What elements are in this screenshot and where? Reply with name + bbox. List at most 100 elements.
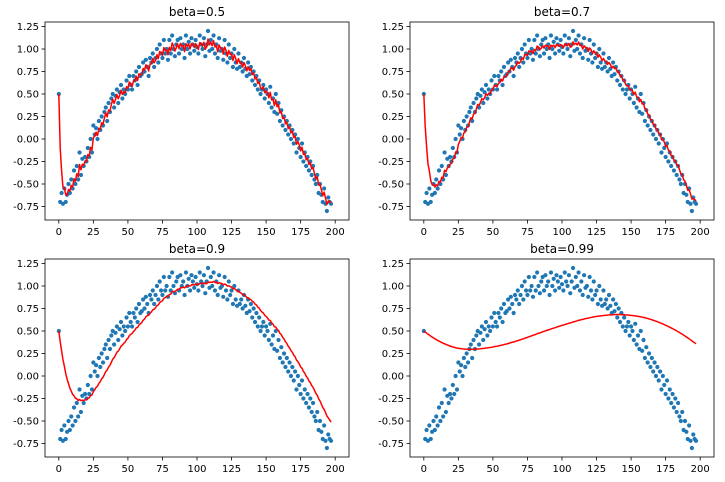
data-point — [631, 337, 636, 343]
data-point — [102, 346, 107, 352]
data-point — [514, 297, 519, 302]
data-point — [620, 87, 625, 92]
subplot-title: beta=0.9 — [169, 242, 225, 256]
data-point — [633, 84, 638, 89]
data-point — [183, 33, 189, 38]
data-point — [565, 46, 570, 52]
y-tick-label: -0.75 — [13, 202, 39, 213]
data-point — [586, 57, 591, 62]
data-point — [543, 36, 548, 41]
x-tick-label: 125 — [222, 464, 241, 475]
data-point — [240, 69, 245, 74]
data-point — [515, 288, 520, 293]
data-point — [270, 333, 276, 338]
data-point — [539, 279, 544, 284]
data-point — [438, 418, 443, 424]
data-point — [492, 310, 497, 316]
data-point — [106, 100, 111, 106]
data-point — [250, 315, 255, 320]
data-point — [247, 309, 252, 314]
data-point — [627, 333, 632, 338]
data-point — [548, 33, 554, 38]
data-point — [193, 37, 198, 43]
data-point — [200, 283, 205, 289]
data-point — [634, 342, 639, 347]
y-tick-label: 0.25 — [17, 112, 39, 123]
data-point — [67, 427, 72, 433]
data-point — [680, 409, 685, 415]
data-point — [252, 82, 258, 88]
data-point — [550, 283, 555, 289]
data-point — [492, 73, 497, 79]
data-point — [590, 60, 595, 65]
data-point — [617, 82, 623, 88]
data-point — [547, 55, 552, 61]
data-point — [536, 283, 541, 289]
data-point — [221, 294, 226, 299]
data-point — [229, 288, 234, 293]
data-point — [69, 177, 74, 182]
data-point — [147, 55, 153, 61]
data-point — [465, 360, 471, 365]
data-point — [257, 315, 262, 320]
data-point — [233, 297, 238, 302]
data-point — [290, 364, 295, 370]
data-point — [77, 387, 82, 392]
data-point — [85, 145, 90, 151]
y-tick-label: 1.00 — [382, 282, 404, 293]
x-tick-label: 150 — [622, 227, 641, 238]
data-point — [663, 154, 668, 160]
data-point — [295, 136, 300, 142]
data-point — [594, 288, 599, 293]
data-point — [655, 364, 660, 370]
data-point — [550, 46, 555, 52]
data-point — [442, 387, 447, 392]
data-point — [116, 337, 121, 343]
data-point — [187, 288, 193, 293]
data-point — [121, 324, 126, 329]
data-point — [193, 274, 198, 280]
data-point — [623, 91, 628, 97]
x-tick-label: 50 — [122, 227, 135, 238]
x-tick-label: 75 — [521, 227, 534, 238]
y-tick-label: -0.50 — [378, 180, 404, 191]
data-point — [658, 369, 663, 374]
data-point — [223, 288, 229, 293]
data-point — [210, 283, 215, 289]
data-point — [450, 145, 455, 151]
data-point — [161, 37, 166, 43]
data-point — [192, 48, 197, 53]
data-point — [489, 78, 494, 83]
data-point — [269, 342, 274, 347]
x-tick-label: 200 — [326, 464, 345, 475]
data-point — [500, 82, 505, 88]
data-point — [443, 409, 449, 415]
data-point — [251, 69, 256, 74]
data-point — [674, 409, 679, 415]
data-point — [95, 373, 100, 379]
axes-frame — [44, 21, 350, 221]
data-point — [482, 327, 487, 332]
data-point — [241, 55, 247, 61]
y-tick-label: 0.50 — [382, 90, 404, 101]
data-point — [490, 324, 496, 329]
data-point — [279, 345, 284, 350]
data-point — [301, 159, 306, 164]
data-point — [496, 310, 501, 316]
data-point — [136, 301, 142, 307]
data-point — [127, 73, 132, 79]
data-point — [688, 438, 693, 443]
data-point — [178, 273, 183, 278]
data-point — [519, 283, 525, 289]
data-point — [570, 28, 576, 34]
data-point — [530, 57, 536, 62]
data-point — [459, 363, 464, 368]
x-tick-label: 0 — [56, 464, 62, 475]
data-point — [648, 127, 653, 133]
x-tick-label: 200 — [691, 464, 710, 475]
data-point — [221, 57, 226, 62]
data-point — [149, 297, 154, 302]
data-point — [606, 55, 612, 61]
data-point — [59, 427, 64, 433]
x-tick-label: 125 — [587, 227, 606, 238]
